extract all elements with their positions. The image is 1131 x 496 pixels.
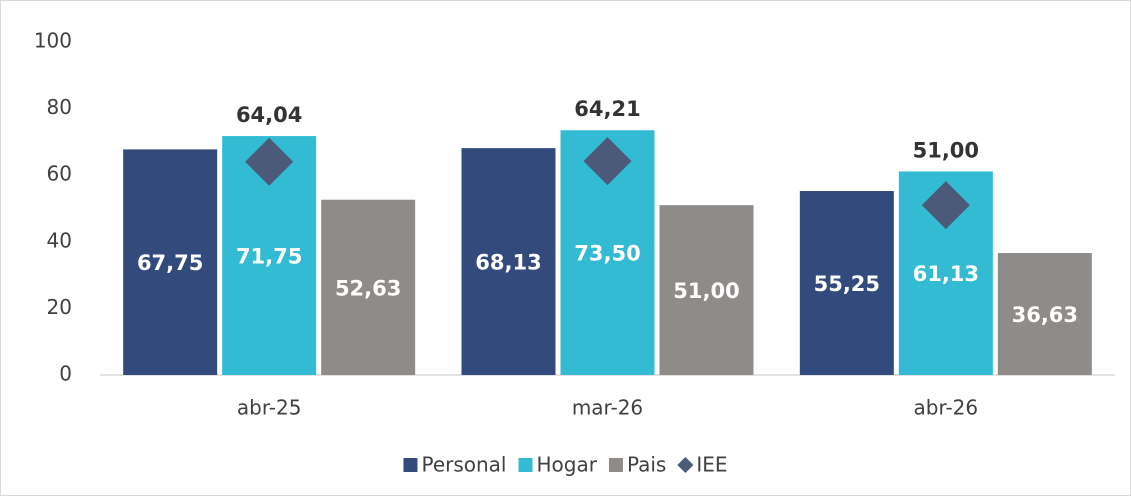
- diamond-marker: [921, 181, 970, 230]
- legend-label: IEE: [696, 453, 727, 477]
- diamond-marker: [245, 137, 294, 186]
- legend-item: IEE: [677, 453, 728, 477]
- bar: [799, 191, 894, 375]
- x-tick-label: abr-26: [914, 396, 979, 420]
- bar: [461, 148, 556, 375]
- data-label: 52,63: [335, 276, 401, 300]
- bar: [321, 199, 416, 375]
- legend-label: Personal: [421, 453, 506, 477]
- x-tick-label: abr-25: [237, 396, 302, 420]
- y-tick-label: 0: [59, 362, 72, 386]
- y-tick-label: 40: [47, 228, 72, 252]
- legend-symbol: [677, 457, 694, 473]
- data-label: 68,13: [475, 251, 541, 275]
- bar: [659, 205, 754, 375]
- data-label: 71,75: [236, 245, 302, 269]
- data-label: 61,13: [913, 262, 979, 286]
- y-tick-label: 100: [34, 29, 72, 53]
- legend-item: Pais: [608, 453, 666, 477]
- x-tick-label: mar-26: [572, 396, 643, 420]
- y-tick-label: 80: [47, 95, 72, 119]
- data-label: 67,75: [137, 251, 203, 275]
- legend-item: Hogar: [518, 453, 598, 477]
- bar: [123, 149, 218, 375]
- y-tick-label: 60: [47, 162, 72, 186]
- data-label: 51,00: [673, 279, 739, 303]
- data-label: 55,25: [814, 272, 880, 296]
- legend-symbol: [608, 458, 623, 472]
- legend-symbol: [518, 458, 533, 472]
- legend-label: Hogar: [537, 453, 598, 477]
- data-label: 36,63: [1012, 303, 1078, 327]
- y-tick-label: 20: [47, 295, 72, 319]
- legend-label: Pais: [627, 453, 666, 477]
- data-label: 51,00: [913, 138, 979, 162]
- data-label: 73,50: [574, 242, 640, 266]
- legend-item: Personal: [403, 453, 507, 477]
- diamond-marker: [583, 137, 632, 186]
- bar: [997, 253, 1092, 375]
- data-label: 64,04: [236, 103, 302, 127]
- data-label: 64,21: [574, 97, 640, 121]
- legend-symbol: [403, 458, 418, 472]
